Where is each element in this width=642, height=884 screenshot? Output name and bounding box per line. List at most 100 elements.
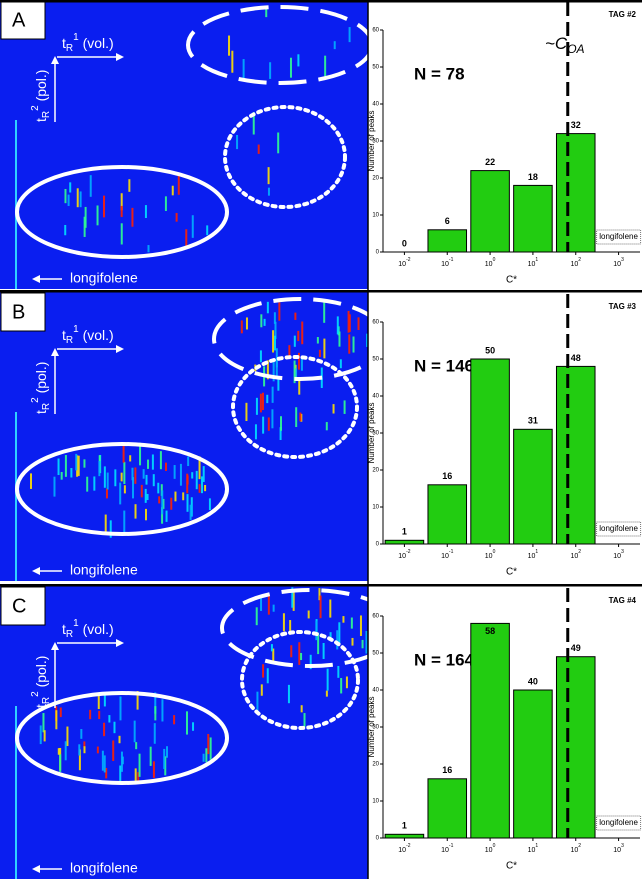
peak-streak [336, 316, 339, 335]
tick-exp: 0 [493, 843, 496, 849]
region-ellipse [15, 165, 229, 259]
tick-exp: -2 [406, 843, 411, 849]
peak-streak [133, 720, 136, 743]
peak-streak [274, 321, 277, 340]
peak-streak [325, 690, 328, 697]
legend-box-label: longifolene [599, 818, 638, 827]
peak-streak [186, 473, 189, 494]
chart-title: TAG #4 [609, 596, 637, 605]
peak-streak [78, 749, 81, 771]
peak-streak [147, 459, 150, 469]
peak-streak [261, 392, 264, 411]
peak-streak [204, 484, 207, 492]
x-tick-label: 10-2 [398, 257, 410, 268]
tick-base: 10 [485, 553, 493, 560]
arrow-head [51, 56, 59, 64]
label-part: (pol.) [33, 70, 49, 106]
x-tick-label: 101 [528, 257, 539, 268]
peak-streak [205, 748, 208, 763]
peak-streak [120, 193, 123, 211]
peak-streak [293, 360, 296, 384]
x-tick-label: 10-2 [398, 549, 410, 560]
peak-streak [267, 187, 270, 196]
y-tick-label: 60 [372, 320, 379, 326]
peak-streak [272, 604, 275, 612]
tick-exp: 3 [621, 257, 624, 263]
peak-streak [185, 229, 188, 247]
peak-streak [131, 207, 134, 227]
peak-streak [69, 182, 72, 193]
peak-streak [332, 404, 335, 414]
peak-streak [185, 711, 188, 735]
peak-streak [329, 632, 332, 642]
data-label: 0 [402, 238, 407, 248]
peak-streak [129, 455, 132, 462]
peak-streak [350, 617, 353, 629]
bar [470, 622, 510, 839]
peak-streak [277, 377, 280, 391]
peak-streak [265, 6, 268, 18]
peak-streak [76, 188, 79, 208]
panel-separator [0, 0, 642, 3]
tick-exp: 0 [493, 257, 496, 263]
peak-streak [342, 616, 345, 623]
peak-streak [260, 684, 263, 696]
peak-streak [108, 715, 111, 723]
peak-streak [59, 707, 62, 718]
tick-exp: 0 [493, 549, 496, 555]
label-sub: R [66, 43, 73, 54]
data-label: 6 [445, 216, 450, 226]
label-part: t [62, 621, 66, 637]
peak-streak [295, 368, 298, 380]
peak-streak [266, 668, 269, 684]
tick-base: 10 [485, 847, 493, 854]
peak-streak [161, 507, 164, 524]
y-tick-label: 0 [376, 542, 380, 548]
peak-streak [136, 691, 139, 710]
peak-streak [144, 508, 147, 521]
peak-streak [231, 50, 234, 73]
peak-streak [300, 705, 303, 713]
peak-streak [206, 225, 209, 236]
peak-streak [202, 753, 205, 762]
peak-streak [154, 692, 157, 714]
peak-streak [103, 693, 106, 707]
peak-streak [101, 750, 104, 771]
peak-streak [240, 320, 243, 334]
label-part: (pol.) [33, 362, 49, 398]
peak-streak [343, 400, 346, 414]
peak-streak [103, 195, 106, 218]
label-sup: 1 [73, 618, 79, 629]
y-tick-label: 10 [372, 505, 379, 511]
peak-streak [336, 630, 339, 650]
tick-base: 10 [485, 261, 493, 268]
peak-streak [67, 194, 70, 206]
panel-label: C [12, 595, 26, 617]
peak-streak [119, 696, 122, 721]
peak-streak [275, 348, 278, 368]
label-sup: 2 [30, 105, 41, 111]
label-part: (vol.) [79, 35, 114, 51]
peak-streak [236, 134, 239, 150]
peak-streak [189, 504, 192, 520]
peak-streak [83, 459, 86, 468]
peak-streak [140, 484, 143, 498]
y-tick-label: 60 [372, 614, 379, 620]
peak-streak [55, 710, 58, 730]
peak-streak [352, 336, 355, 353]
coa-sub: OA [567, 42, 584, 56]
arrow-head [51, 348, 59, 356]
peak-streak [123, 510, 126, 535]
x-axis-title: C* [506, 861, 517, 872]
label-part: (pol.) [33, 656, 49, 692]
peak-streak [326, 668, 329, 691]
x-tick-label: 102 [570, 257, 581, 268]
arrow-head [32, 567, 40, 575]
tick-base: 10 [528, 847, 536, 854]
y-tick-label: 20 [372, 762, 379, 768]
peak-streak [323, 338, 326, 359]
peak-streak [128, 179, 131, 192]
panel-label-box [0, 292, 46, 332]
peak-streak [348, 314, 351, 332]
